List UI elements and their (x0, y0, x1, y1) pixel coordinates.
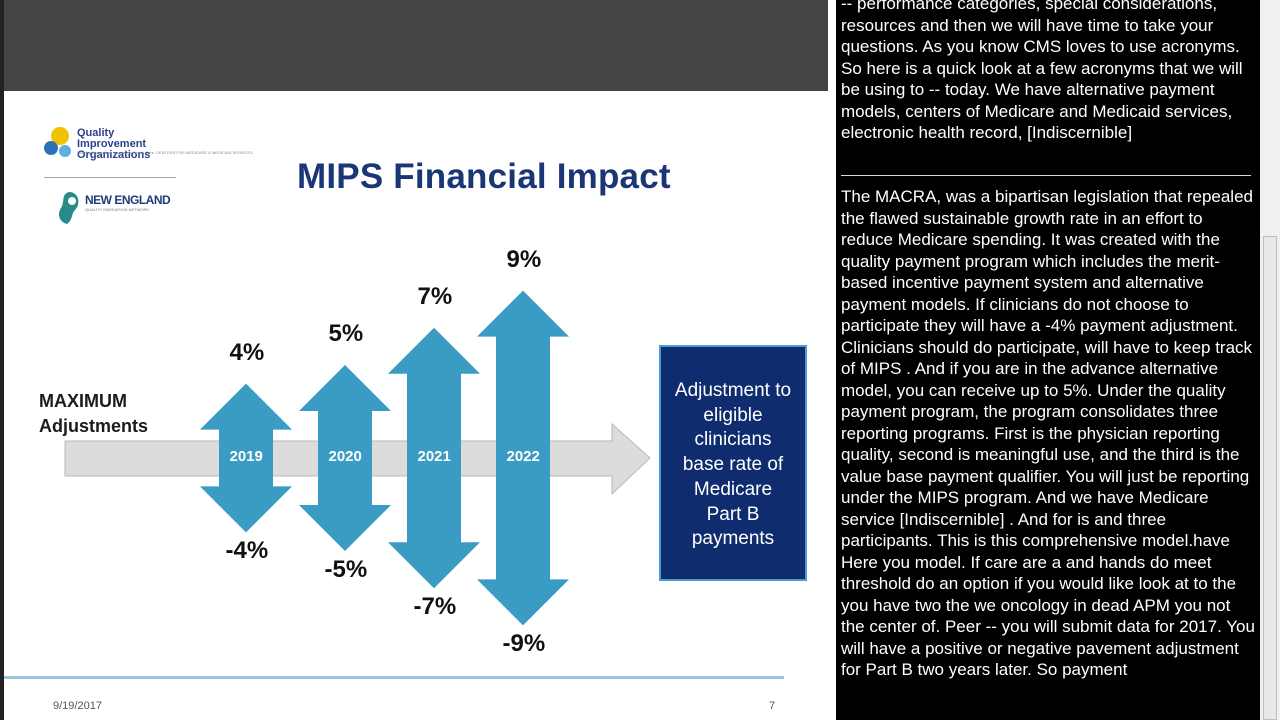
box-text-line: Adjustment to (674, 380, 792, 401)
max-label-line1: MAXIMUM (39, 391, 127, 411)
box-text-line: base rate of (682, 454, 784, 476)
caption-scrollbar-thumb[interactable] (1263, 236, 1277, 720)
year-label: 2022 (506, 448, 540, 465)
caption-block-1: -- performance categories, special consi… (841, 0, 1243, 142)
slide-page-number: 7 (769, 700, 776, 712)
max-label-line2: Adjustments (39, 416, 149, 436)
caption-scrollbar[interactable] (1260, 0, 1280, 720)
box-text-line: payments (691, 528, 775, 550)
year-label: 2021 (417, 448, 451, 465)
box-text-line: Medicare (693, 478, 773, 500)
negative-adjustment-label: -7% (413, 593, 457, 621)
new-england-logo-name: NEW ENGLAND (85, 193, 171, 207)
new-england-qin-logo: NEW ENGLAND QUALITY INNOVATION NETWORK (55, 190, 175, 230)
qio-logo-name: Quality Improvement Organizations (77, 127, 151, 161)
box-text-line: clinicians (694, 429, 772, 451)
positive-adjustment-label: 5% (328, 320, 364, 347)
positive-adjustment-label: 4% (229, 338, 265, 366)
slide-date: 9/19/2017 (53, 700, 102, 712)
live-caption-panel[interactable]: -- performance categories, special consi… (836, 0, 1260, 720)
caption-divider (841, 175, 1251, 176)
positive-adjustment-label: 7% (417, 282, 453, 310)
box-text-line: eligible (703, 404, 763, 426)
qio-logo: Quality Improvement Organizations Sharin… (43, 126, 253, 166)
negative-adjustment-label: -9% (502, 630, 546, 658)
maximum-adjustments-label: MAXIMUM Adjustments (39, 389, 148, 439)
qio-logo-tagline: Sharing Knowledge. Improving Health Care… (77, 150, 253, 155)
new-england-logo-tagline: QUALITY INNOVATION NETWORK (85, 207, 150, 212)
caption-block-2: The MACRA, was a bipartisan legislation … (841, 187, 1255, 679)
left-border (0, 0, 4, 720)
negative-adjustment-label: -5% (324, 556, 368, 583)
positive-adjustment-label: 9% (506, 245, 542, 273)
slide-title: MIPS Financial Impact (297, 157, 671, 196)
year-label: 2019 (229, 448, 263, 465)
negative-adjustment-label: -4% (225, 537, 269, 565)
box-text-line: Part B (706, 503, 760, 525)
year-label: 2020 (328, 448, 362, 465)
adjustment-description-box: Adjustment to eligible clinicians base rate… (659, 345, 807, 581)
video-header-bar (0, 0, 828, 91)
slide-footer-line (4, 676, 784, 679)
logo-divider (44, 177, 176, 178)
